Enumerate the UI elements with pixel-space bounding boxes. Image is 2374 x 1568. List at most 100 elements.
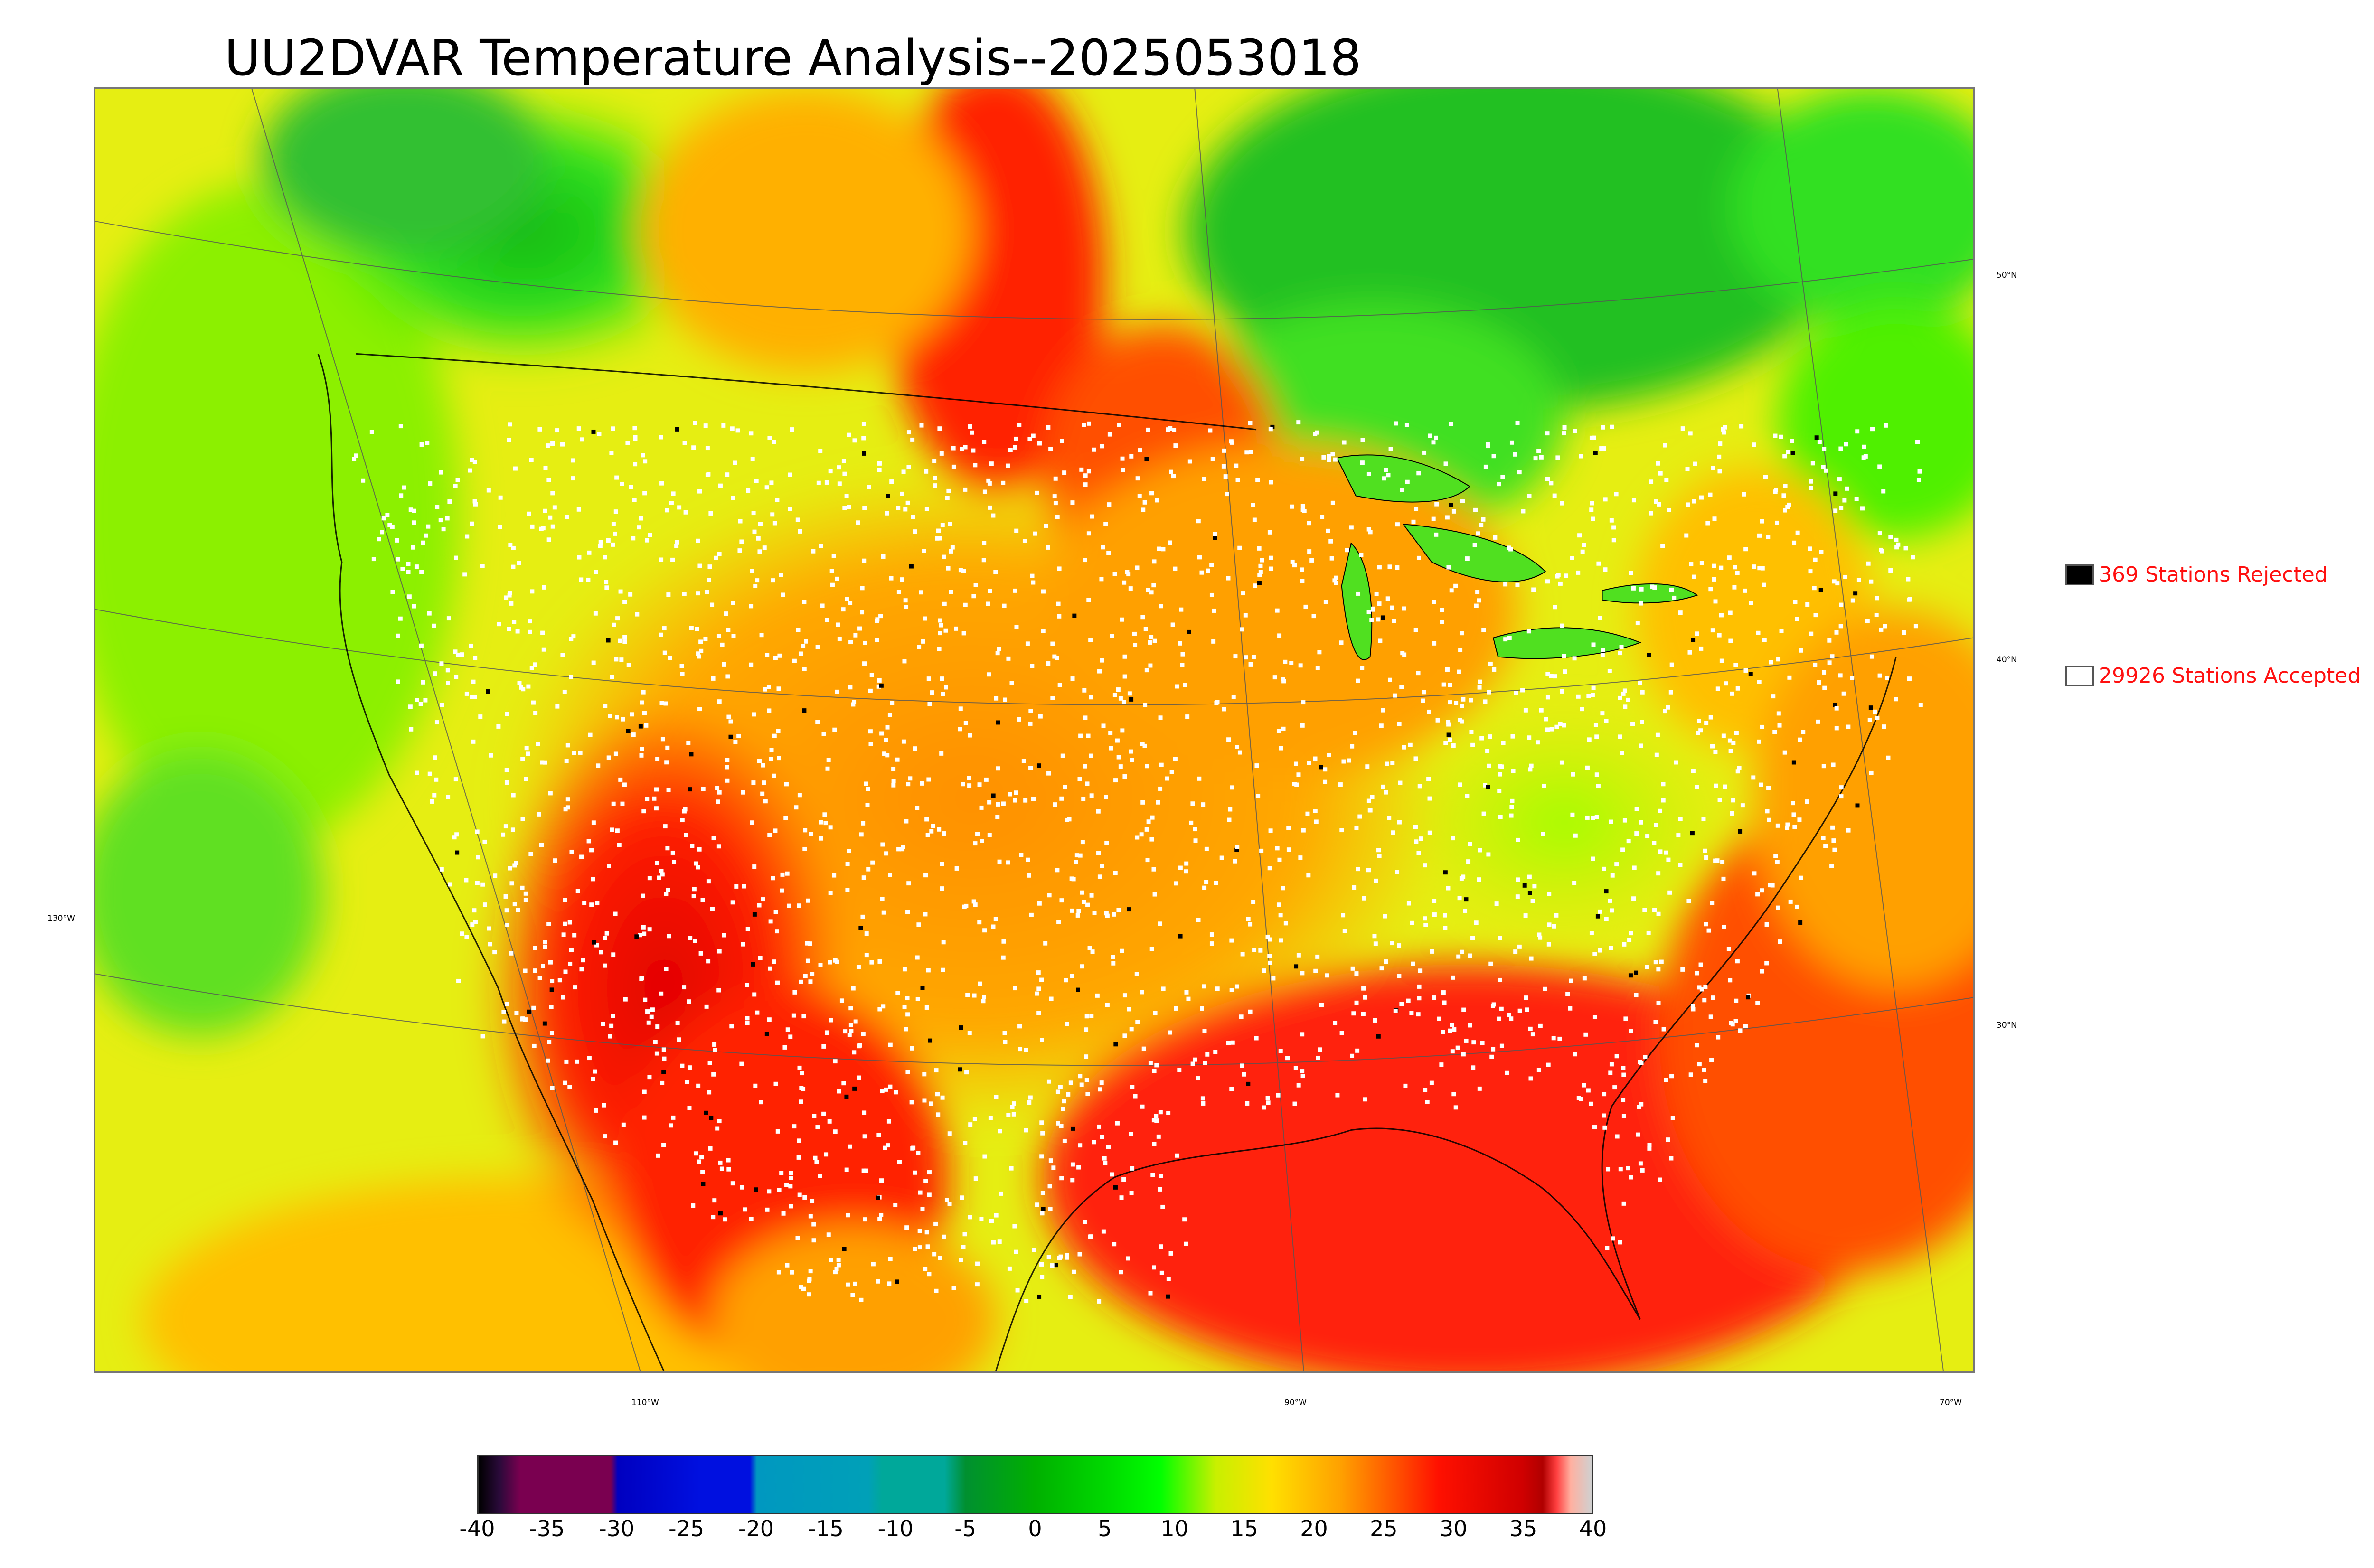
station-accepted bbox=[1769, 660, 1773, 665]
station-accepted bbox=[1663, 709, 1667, 714]
station-accepted bbox=[922, 1072, 927, 1077]
station-accepted bbox=[511, 793, 516, 798]
station-accepted bbox=[609, 451, 614, 455]
station-accepted bbox=[640, 747, 644, 751]
station-accepted bbox=[1070, 908, 1074, 913]
station-accepted bbox=[877, 461, 882, 466]
station-accepted bbox=[1587, 737, 1592, 742]
station-accepted bbox=[1478, 848, 1482, 853]
station-accepted bbox=[1842, 498, 1847, 503]
station-accepted bbox=[1135, 565, 1140, 570]
station-accepted bbox=[580, 437, 584, 442]
station-accepted bbox=[1883, 423, 1888, 428]
station-accepted bbox=[626, 663, 631, 667]
station-accepted bbox=[853, 633, 858, 638]
station-accepted bbox=[631, 536, 636, 541]
station-accepted bbox=[1579, 1097, 1583, 1101]
station-accepted bbox=[971, 899, 976, 904]
station-accepted bbox=[707, 564, 712, 569]
station-accepted bbox=[1875, 596, 1879, 601]
station-accepted bbox=[880, 897, 885, 901]
station-accepted bbox=[862, 506, 867, 510]
station-accepted bbox=[453, 484, 458, 488]
station-accepted bbox=[1609, 518, 1614, 523]
station-accepted bbox=[421, 540, 425, 545]
station-accepted bbox=[487, 926, 491, 931]
station-accepted bbox=[1477, 1086, 1482, 1091]
station-accepted bbox=[960, 447, 964, 451]
station-accepted bbox=[932, 1252, 937, 1257]
station-accepted bbox=[961, 1245, 966, 1249]
station-accepted bbox=[1547, 892, 1552, 896]
station-accepted bbox=[1252, 517, 1257, 522]
station-accepted bbox=[1471, 1065, 1476, 1070]
station-accepted bbox=[1779, 434, 1783, 439]
station-accepted bbox=[1431, 516, 1436, 521]
station-accepted bbox=[1085, 1092, 1090, 1097]
station-accepted bbox=[591, 877, 595, 882]
station-accepted bbox=[1334, 581, 1338, 585]
station-accepted bbox=[1717, 454, 1722, 459]
station-accepted bbox=[982, 440, 987, 444]
station-accepted bbox=[1696, 731, 1700, 735]
station-accepted bbox=[752, 712, 756, 717]
station-accepted bbox=[576, 426, 581, 431]
station-accepted bbox=[536, 742, 540, 746]
station-accepted bbox=[767, 1017, 772, 1022]
station-accepted bbox=[916, 1151, 921, 1155]
station-accepted bbox=[860, 610, 865, 615]
station-accepted bbox=[1024, 1048, 1028, 1052]
station-accepted bbox=[571, 634, 576, 639]
station-accepted bbox=[598, 540, 603, 545]
station-accepted bbox=[1537, 932, 1542, 937]
station-accepted bbox=[1551, 1036, 1556, 1041]
station-accepted bbox=[415, 698, 419, 702]
station-accepted bbox=[660, 737, 665, 742]
station-accepted bbox=[1083, 715, 1088, 720]
station-accepted bbox=[453, 649, 458, 654]
station-accepted bbox=[863, 640, 867, 645]
temperature-map[interactable] bbox=[94, 87, 1975, 1373]
station-accepted bbox=[1456, 954, 1461, 959]
station-accepted bbox=[1602, 446, 1606, 451]
station-accepted bbox=[1031, 433, 1036, 438]
station-accepted bbox=[439, 661, 444, 666]
station-accepted bbox=[1368, 530, 1373, 535]
station-accepted bbox=[1074, 860, 1078, 864]
station-accepted bbox=[1086, 733, 1091, 738]
station-accepted bbox=[691, 894, 696, 899]
station-accepted bbox=[675, 540, 679, 545]
station-accepted bbox=[637, 525, 641, 530]
station-accepted bbox=[1408, 742, 1413, 747]
station-accepted bbox=[795, 1236, 800, 1240]
station-accepted bbox=[836, 1258, 841, 1262]
station-accepted bbox=[1275, 608, 1280, 613]
station-accepted bbox=[1182, 1217, 1187, 1222]
station-accepted bbox=[1427, 796, 1432, 801]
station-accepted bbox=[737, 548, 742, 553]
station-accepted bbox=[1106, 1145, 1111, 1149]
station-accepted bbox=[973, 841, 978, 846]
station-accepted bbox=[1637, 1105, 1641, 1109]
station-accepted bbox=[879, 731, 884, 736]
station-accepted bbox=[1453, 583, 1458, 588]
station-accepted bbox=[831, 554, 836, 558]
station-accepted bbox=[802, 600, 807, 604]
station-accepted bbox=[1222, 707, 1226, 712]
station-accepted bbox=[921, 639, 925, 644]
station-accepted bbox=[1448, 683, 1452, 687]
station-accepted bbox=[1698, 728, 1703, 733]
station-accepted bbox=[480, 1034, 485, 1039]
station-accepted bbox=[354, 453, 358, 458]
station-accepted bbox=[579, 577, 584, 582]
station-accepted bbox=[876, 1279, 880, 1284]
station-accepted bbox=[1145, 764, 1149, 769]
station-accepted bbox=[1661, 1027, 1666, 1032]
station-accepted bbox=[608, 714, 612, 718]
station-accepted bbox=[1365, 764, 1370, 769]
station-accepted bbox=[1406, 901, 1411, 906]
station-accepted bbox=[682, 592, 687, 596]
station-accepted bbox=[611, 801, 616, 806]
station-accepted bbox=[1122, 674, 1127, 679]
station-accepted bbox=[1752, 564, 1756, 569]
